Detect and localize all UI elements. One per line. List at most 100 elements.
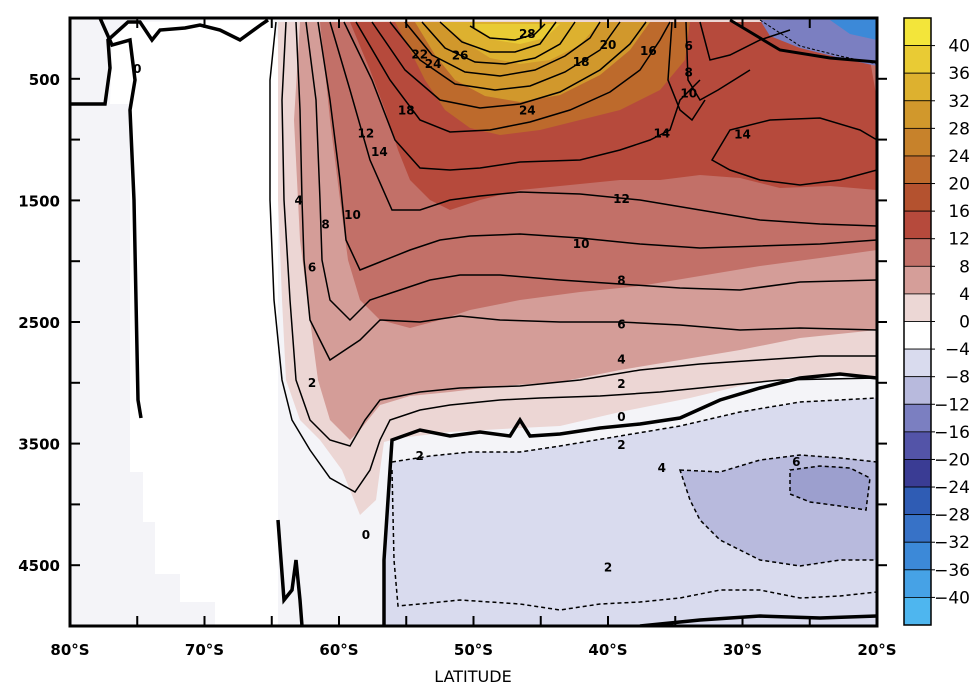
contour-label: 10 — [573, 237, 590, 251]
y-tick-label: 1500 — [18, 192, 60, 210]
x-tick-label: 50°S — [454, 641, 493, 659]
contour-label: 18 — [573, 55, 590, 69]
y-tick-label: 3500 — [18, 436, 60, 454]
contour-line-6-neg — [789, 465, 871, 511]
colorbar-swatch — [903, 210, 932, 240]
colorbar-label: 8 — [959, 257, 970, 277]
colorbar-swatch — [903, 431, 932, 460]
contour-label: 0 — [362, 528, 370, 542]
contour-line-4-pos — [281, 21, 877, 447]
field-negative-weak — [384, 398, 877, 626]
field-negative-core — [790, 466, 870, 510]
contour-label: 6 — [792, 455, 800, 469]
colorbar-label: 28 — [948, 119, 970, 139]
contour-label: 4 — [617, 353, 625, 367]
contour-line-16-pos — [355, 21, 671, 133]
colorbar-label: −32 — [934, 533, 970, 553]
colorbar-swatch — [903, 45, 932, 74]
colorbar-swatch — [903, 17, 932, 46]
y-tick-label: 500 — [29, 71, 60, 89]
x-axis-title: LATITUDE — [434, 667, 511, 686]
contour-label: 12 — [358, 127, 375, 141]
contour-line-zero-south — [382, 372, 877, 626]
contour-label: 2 — [617, 438, 625, 452]
colorbar-label: 4 — [959, 285, 970, 305]
contour-line-zero-boundary — [70, 18, 269, 106]
contour-line-surface-zero — [729, 18, 877, 64]
contour-line-28-pos — [469, 23, 546, 41]
contour-label: 24 — [519, 103, 536, 117]
colorbar-label: −8 — [945, 368, 970, 388]
contour-label: 10 — [344, 208, 361, 222]
contour-line-4-neg — [678, 454, 877, 567]
colorbar-swatch — [903, 376, 932, 405]
contour-label: 4 — [658, 461, 666, 475]
contour-label: 28 — [519, 27, 536, 41]
colorbar-swatch — [903, 321, 932, 350]
contour-line-14-pos — [343, 21, 701, 171]
colorbar-swatch — [903, 72, 932, 102]
contour-label: 14 — [653, 127, 670, 141]
colorbar-swatch — [903, 541, 932, 571]
y-tick-label: 4500 — [18, 557, 60, 575]
colorbar-swatch — [903, 293, 932, 322]
colorbar-label: −12 — [934, 395, 970, 415]
x-tick-label: 80°S — [50, 641, 89, 659]
contour-label: 14 — [371, 145, 388, 159]
colorbar-label: 24 — [948, 147, 970, 167]
contour-label: 12 — [613, 192, 630, 206]
colorbar-label: −16 — [934, 423, 970, 443]
contour-label: 2 — [308, 376, 316, 390]
colorbar-label: −28 — [934, 506, 970, 526]
contour-line-14-east — [710, 117, 877, 186]
contour-label: 18 — [398, 103, 415, 117]
contour-line-2-neg — [391, 397, 877, 463]
colorbar-swatch — [903, 155, 932, 184]
plot-area — [70, 18, 877, 626]
contour-line-8-upper — [685, 21, 751, 102]
contour-label: 8 — [685, 66, 693, 80]
colorbar-label: −36 — [934, 561, 970, 581]
contour-line-8-pos — [305, 21, 877, 322]
y-axis: 500 1500 2500 3500 4500 — [18, 71, 887, 575]
contour-label: 14 — [734, 128, 751, 142]
contour-line-2-neg-lower — [391, 469, 877, 611]
contour-line-24-pos — [421, 21, 576, 65]
contour-line-22-pos — [404, 21, 601, 77]
contour-label: 6 — [685, 39, 693, 53]
colorbar-label: −40 — [934, 588, 970, 608]
contour-line-zero-bottom-west — [276, 519, 304, 626]
y-tick-label: 2500 — [18, 314, 60, 332]
contour-line-20-pos — [389, 21, 621, 91]
colorbar-label: 36 — [948, 64, 970, 84]
contour-line-18-pos — [371, 21, 647, 109]
contour-label: 8 — [321, 218, 329, 232]
contour-label: 24 — [425, 57, 442, 71]
contour-label: 16 — [640, 44, 657, 58]
x-tick-label: 30°S — [723, 641, 762, 659]
contour-line-26-pos — [439, 21, 557, 53]
field-surface-negative-strong — [830, 18, 877, 40]
colorbar-label: 40 — [948, 37, 970, 57]
contour-line-10-upper — [667, 21, 706, 122]
contour-label: 4 — [294, 193, 302, 207]
contour-line-zero-west — [98, 18, 143, 419]
contour-label: 22 — [411, 47, 428, 61]
colorbar-label: 32 — [948, 92, 970, 112]
colorbar-label: 12 — [948, 230, 970, 250]
contour-label: 2 — [416, 449, 424, 463]
field-land-mask — [70, 20, 278, 626]
colorbar-swatch — [903, 348, 932, 378]
colorbar-label: 16 — [948, 202, 970, 222]
colorbar-swatch — [903, 127, 932, 157]
contour-line-6-pos — [295, 21, 877, 362]
contour-label: 2 — [617, 377, 625, 391]
contour-line-2-pos — [269, 21, 877, 493]
colorbar-swatch — [903, 238, 932, 267]
contour-label: 10 — [680, 86, 697, 100]
colorbar-label: −24 — [934, 478, 970, 498]
contour-line-12-pos — [329, 21, 877, 227]
colorbar-swatch — [903, 486, 932, 516]
contour-label: 8 — [617, 274, 625, 288]
contour-lines — [70, 18, 877, 626]
